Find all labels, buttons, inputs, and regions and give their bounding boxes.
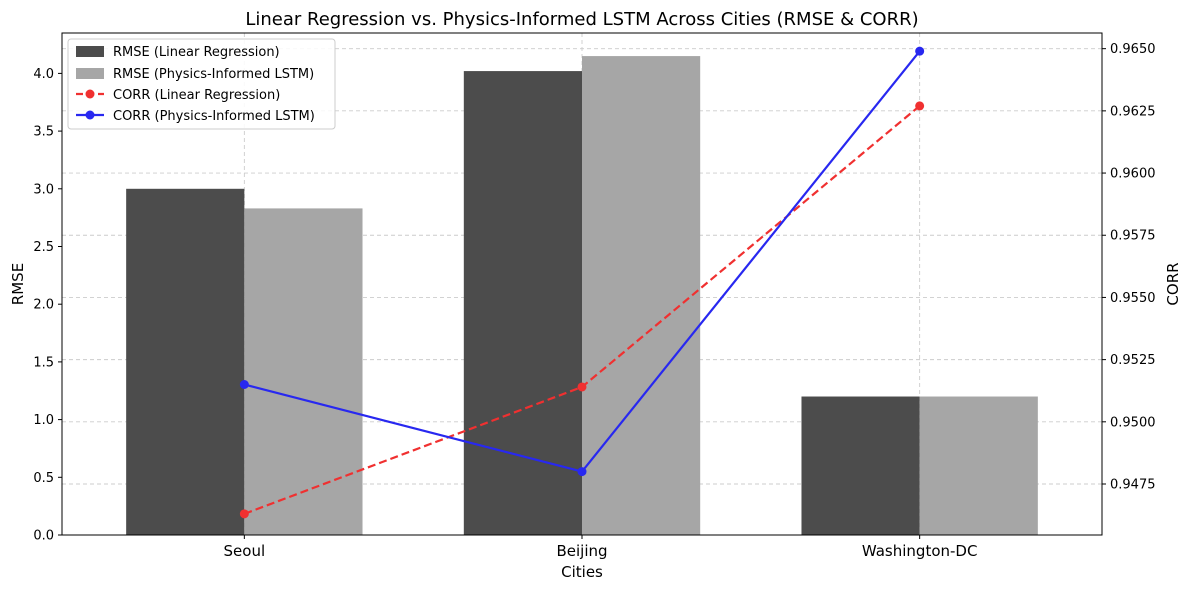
bar-rmse-physics-informed-lstm-seoul bbox=[244, 208, 363, 535]
point-corr-physics-informed-lstm-beijing bbox=[577, 467, 587, 477]
y-tick-label-1: 0.5 bbox=[33, 471, 54, 486]
point-corr-linear-regression-seoul bbox=[239, 509, 249, 519]
x-tick-label-beijing: Beijing bbox=[556, 542, 607, 560]
y-tick-label-3: 1.5 bbox=[33, 355, 54, 370]
y-axis-title: RMSE bbox=[9, 263, 27, 305]
y-tick-label-2: 1.0 bbox=[33, 413, 54, 428]
legend-marker-corr-linear bbox=[85, 89, 95, 99]
legend-label-rmse-lstm: RMSE (Physics-Informed LSTM) bbox=[113, 67, 314, 82]
x-tick-label-washington-dc: Washington-DC bbox=[862, 542, 978, 560]
point-corr-linear-regression-beijing bbox=[577, 382, 587, 392]
legend-label-rmse-linear: RMSE (Linear Regression) bbox=[113, 45, 280, 60]
bars bbox=[126, 56, 1038, 536]
lines bbox=[239, 46, 925, 519]
y2-tick-label-2: 0.9525 bbox=[1110, 353, 1156, 368]
x-axis-title: Cities bbox=[561, 563, 603, 581]
y-tick-label-8: 4.0 bbox=[33, 67, 54, 82]
bar-rmse-physics-informed-lstm-beijing bbox=[582, 56, 701, 536]
y-tick-label-6: 3.0 bbox=[33, 182, 54, 197]
y-tick-label-7: 3.5 bbox=[33, 125, 54, 140]
point-corr-linear-regression-washington-dc bbox=[915, 101, 925, 111]
y2-tick-label-0: 0.9475 bbox=[1110, 478, 1156, 493]
bar-rmse-physics-informed-lstm-washington-dc bbox=[919, 396, 1038, 535]
legend-label-corr-lstm: CORR (Physics-Informed LSTM) bbox=[113, 109, 315, 124]
y-tick-label-0: 0.0 bbox=[33, 529, 54, 544]
legend-marker-corr-lstm bbox=[85, 110, 95, 120]
point-corr-physics-informed-lstm-washington-dc bbox=[915, 46, 925, 56]
y2-axis-title: CORR bbox=[1164, 262, 1182, 305]
chart-title: Linear Regression vs. Physics-Informed L… bbox=[245, 9, 918, 30]
y-tick-label-5: 2.5 bbox=[33, 240, 54, 255]
y-tick-label-4: 2.0 bbox=[33, 298, 54, 313]
left-axis: 0.0 0.5 1.0 1.5 2.0 2.5 3.0 3.5 4.0 bbox=[33, 67, 62, 544]
legend-label-corr-linear: CORR (Linear Regression) bbox=[113, 88, 280, 103]
bar-rmse-linear-regression-beijing bbox=[463, 71, 582, 535]
y2-tick-label-4: 0.9575 bbox=[1110, 229, 1156, 244]
legend-swatch-rmse-lstm bbox=[76, 68, 104, 79]
y2-tick-label-3: 0.9550 bbox=[1110, 291, 1156, 306]
y2-tick-label-7: 0.9650 bbox=[1110, 42, 1156, 57]
y2-tick-label-6: 0.9625 bbox=[1110, 104, 1156, 119]
bar-rmse-linear-regression-washington-dc bbox=[801, 396, 920, 535]
y2-tick-label-1: 0.9500 bbox=[1110, 415, 1156, 430]
legend-frame bbox=[67, 38, 336, 130]
x-tick-label-seoul: Seoul bbox=[224, 542, 266, 560]
right-axis: 0.9475 0.9500 0.9525 0.9550 0.9575 0.9600 0.96… bbox=[1102, 42, 1156, 493]
legend-swatch-rmse-linear bbox=[76, 46, 104, 57]
point-corr-physics-informed-lstm-seoul bbox=[239, 379, 249, 389]
y2-tick-label-5: 0.9600 bbox=[1110, 167, 1156, 182]
bar-rmse-linear-regression-seoul bbox=[126, 188, 245, 536]
x-axis: Seoul Beijing Washington-DC bbox=[224, 535, 978, 560]
legend: RMSE (Linear Regression) RMSE (Physics-I… bbox=[67, 38, 336, 130]
